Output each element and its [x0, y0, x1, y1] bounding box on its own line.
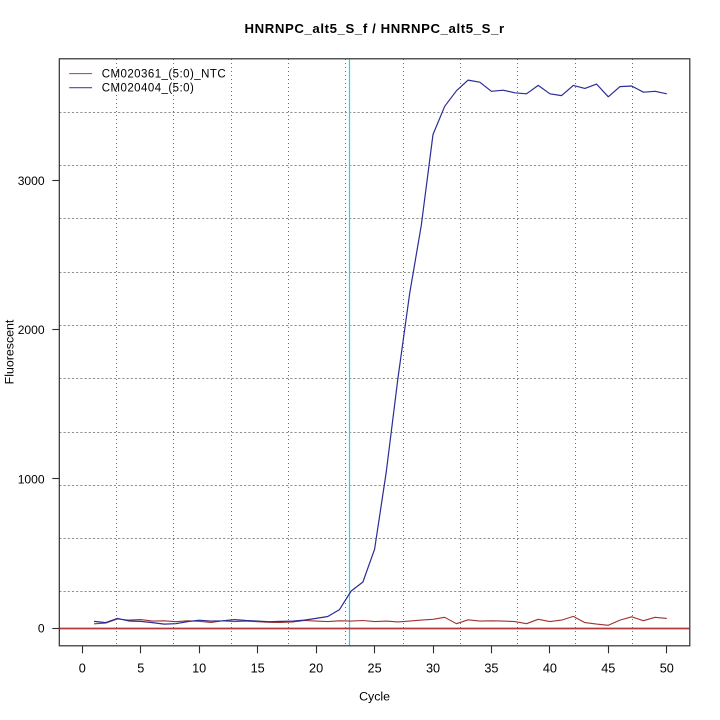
svg-text:20: 20: [309, 661, 323, 675]
svg-text:2000: 2000: [18, 323, 45, 337]
svg-text:CM020404_(5:0): CM020404_(5:0): [102, 83, 195, 95]
svg-text:0: 0: [38, 622, 45, 636]
svg-text:0: 0: [79, 661, 86, 675]
svg-text:1000: 1000: [18, 472, 45, 486]
svg-text:30: 30: [426, 661, 440, 675]
svg-text:40: 40: [543, 661, 557, 675]
svg-text:5: 5: [137, 661, 144, 675]
svg-text:3000: 3000: [18, 174, 45, 188]
svg-text:15: 15: [251, 661, 265, 675]
svg-text:HNRNPC_alt5_S_f / HNRNPC_alt5_: HNRNPC_alt5_S_f / HNRNPC_alt5_S_r: [244, 21, 504, 36]
svg-text:25: 25: [368, 661, 382, 675]
svg-text:35: 35: [484, 661, 498, 675]
svg-text:45: 45: [601, 661, 615, 675]
svg-text:Fluorescent: Fluorescent: [3, 319, 17, 384]
svg-text:50: 50: [660, 661, 674, 675]
svg-text:Cycle: Cycle: [359, 689, 390, 703]
svg-text:CM020361_(5:0)_NTC: CM020361_(5:0)_NTC: [102, 69, 226, 81]
svg-text:10: 10: [192, 661, 206, 675]
